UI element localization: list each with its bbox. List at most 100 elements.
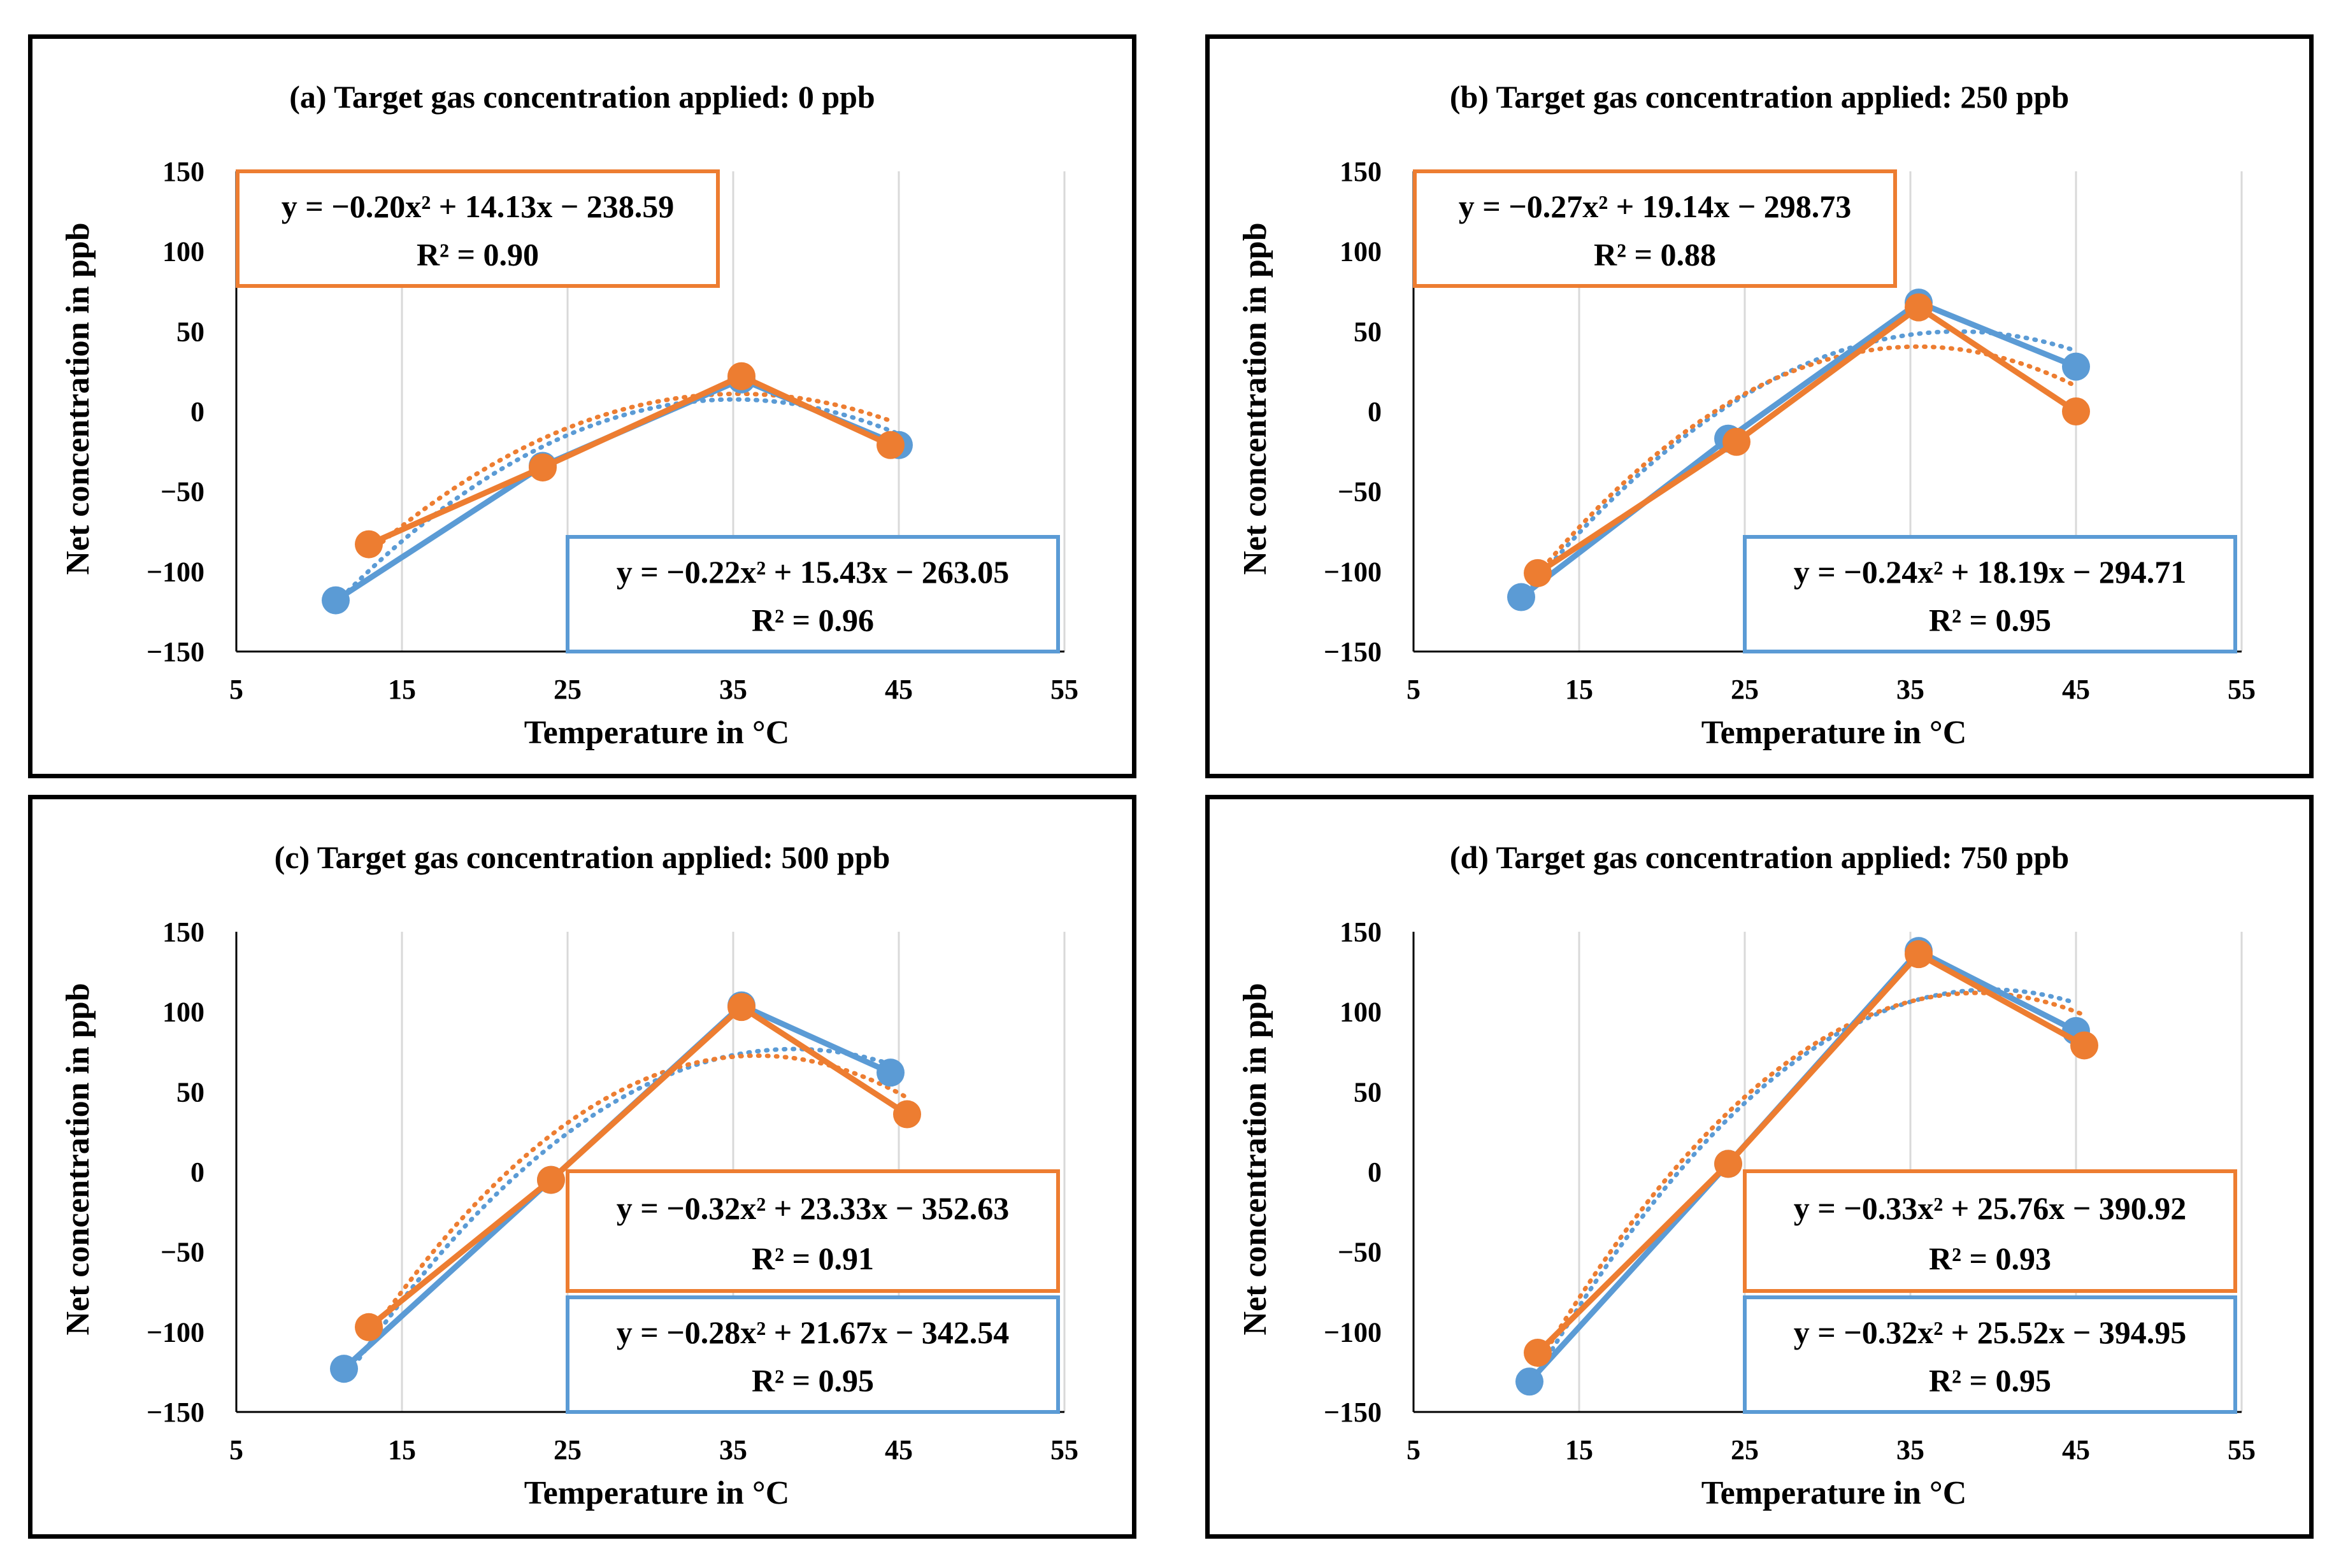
chart-svg: (b) Target gas concentration applied: 25… [1237, 79, 2256, 751]
y-tick-label: 50 [1354, 1076, 1382, 1108]
y-tick-label: 150 [162, 916, 204, 948]
chart-svg: (d) Target gas concentration applied: 75… [1237, 839, 2256, 1511]
y-tick-label: 50 [1354, 316, 1382, 347]
equation-text: y = −0.20x² + 14.13x − 238.59 [282, 189, 674, 224]
x-tick-label: 25 [554, 674, 582, 705]
x-tick-label: 5 [1407, 1434, 1421, 1465]
series-line-orange [368, 373, 892, 547]
y-tick-label: −100 [147, 556, 204, 587]
r-squared-text: R² = 0.95 [752, 1363, 874, 1399]
y-tick-label: −50 [1338, 1237, 1382, 1268]
data-point-orange [1722, 427, 1750, 456]
data-point-orange [877, 431, 905, 459]
equation-box-blue: y = −0.24x² + 18.19x − 294.71 R² = 0.95 [1743, 535, 2237, 653]
x-tick-label: 45 [885, 674, 913, 705]
data-point-blue [877, 1058, 905, 1087]
y-tick-label: 100 [1340, 997, 1382, 1028]
x-tick-label: 45 [2062, 674, 2090, 705]
y-axis-label: Net concentration in ppb [1237, 222, 1273, 574]
chart-panel-d: (d) Target gas concentration applied: 75… [1205, 795, 2314, 1539]
data-point-blue [322, 586, 350, 615]
x-tick-label: 45 [885, 1434, 913, 1465]
equation-text: y = −0.22x² + 15.43x − 263.05 [617, 554, 1009, 590]
x-tick-label: 15 [388, 674, 416, 705]
x-tick-label: 35 [719, 674, 747, 705]
y-tick-label: 0 [1368, 1157, 1382, 1188]
equation-text: y = −0.24x² + 18.19x − 294.71 [1794, 554, 2186, 590]
trendline-orange [366, 391, 893, 556]
x-tick-label: 5 [1407, 674, 1421, 705]
equation-text: y = −0.32x² + 23.33x − 352.63 [617, 1190, 1009, 1226]
chart-title: (a) Target gas concentration applied: 0 … [289, 79, 875, 115]
y-axis-label: Net concentration in ppb [60, 222, 96, 574]
y-tick-label: −100 [1324, 1316, 1382, 1348]
data-point-orange [727, 362, 755, 390]
trendline-blue [1527, 987, 2079, 1390]
data-point-orange [727, 993, 755, 1022]
y-tick-label: −100 [147, 1316, 204, 1348]
equation-box-blue: y = −0.22x² + 15.43x − 263.05 R² = 0.96 [566, 535, 1060, 653]
equation-text: y = −0.32x² + 25.52x − 394.95 [1794, 1315, 2186, 1350]
data-point-orange [893, 1100, 921, 1129]
x-tick-label: 15 [388, 1434, 416, 1465]
data-point-blue [330, 1355, 358, 1383]
y-tick-label: 100 [162, 997, 204, 1028]
equation-box-orange: y = −0.32x² + 23.33x − 352.63 R² = 0.91 [566, 1169, 1060, 1293]
equation-text: y = −0.28x² + 21.67x − 342.54 [617, 1315, 1009, 1350]
y-tick-label: 50 [176, 1076, 204, 1108]
x-tick-label: 45 [2062, 1434, 2090, 1465]
y-axis-label: Net concentration in ppb [60, 983, 96, 1335]
x-axis-label: Temperature in °C [524, 1475, 790, 1511]
data-point-blue [1507, 583, 1535, 611]
x-tick-label: 25 [1731, 1434, 1759, 1465]
chart-svg: (c) Target gas concentration applied: 50… [60, 839, 1078, 1511]
r-squared-text: R² = 0.93 [1929, 1241, 2051, 1276]
x-tick-label: 25 [1731, 674, 1759, 705]
x-tick-label: 55 [2228, 1434, 2256, 1465]
x-tick-label: 5 [229, 674, 243, 705]
chart-title: (b) Target gas concentration applied: 25… [1450, 79, 2069, 115]
y-tick-label: 150 [162, 156, 204, 187]
trendline-blue [341, 1046, 893, 1383]
equation-box-blue: y = −0.28x² + 21.67x − 342.54 R² = 0.95 [566, 1295, 1060, 1414]
x-axis-label: Temperature in °C [1701, 715, 1967, 751]
data-point-orange [1524, 559, 1552, 587]
y-tick-label: 50 [176, 316, 204, 347]
chart-panel-c: (c) Target gas concentration applied: 50… [28, 795, 1136, 1539]
data-point-orange [1905, 940, 1933, 969]
x-tick-label: 35 [719, 1434, 747, 1465]
data-point-orange [1524, 1339, 1552, 1367]
x-tick-label: 35 [1896, 1434, 1924, 1465]
r-squared-text: R² = 0.88 [1594, 237, 1716, 273]
x-axis-label: Temperature in °C [1701, 1475, 1967, 1511]
series-line-orange [1535, 951, 2086, 1355]
y-tick-label: −150 [1324, 636, 1382, 667]
y-tick-label: 100 [162, 236, 204, 267]
x-tick-label: 35 [1896, 674, 1924, 705]
equation-box-orange: y = −0.20x² + 14.13x − 238.59 R² = 0.90 [236, 169, 720, 288]
equation-text: y = −0.33x² + 25.76x − 390.92 [1794, 1190, 2186, 1226]
chart-svg: (a) Target gas concentration applied: 0 … [60, 79, 1078, 751]
y-tick-label: 0 [190, 396, 204, 427]
data-point-orange [355, 1313, 383, 1341]
equation-box-blue: y = −0.32x² + 25.52x − 394.95 R² = 0.95 [1743, 1295, 2237, 1414]
r-squared-text: R² = 0.95 [1929, 602, 2051, 638]
x-tick-label: 55 [1050, 674, 1078, 705]
equation-box-orange: y = −0.27x² + 19.14x − 298.73 R² = 0.88 [1413, 169, 1897, 288]
data-point-orange [529, 453, 557, 481]
x-tick-label: 5 [229, 1434, 243, 1465]
y-tick-label: −150 [147, 1397, 204, 1428]
equation-text: y = −0.27x² + 19.14x − 298.73 [1459, 189, 1851, 224]
r-squared-text: R² = 0.96 [752, 602, 874, 638]
y-tick-label: 0 [1368, 396, 1382, 427]
series-line-orange [367, 1004, 909, 1330]
y-tick-label: 100 [1340, 236, 1382, 267]
r-squared-text: R² = 0.95 [1929, 1363, 2051, 1399]
data-point-orange [1714, 1150, 1742, 1178]
y-tick-label: −50 [161, 476, 204, 508]
r-squared-text: R² = 0.90 [417, 237, 539, 273]
trendline-blue [1519, 329, 2079, 602]
x-tick-label: 15 [1565, 674, 1593, 705]
x-tick-label: 15 [1565, 1434, 1593, 1465]
data-point-blue [1515, 1367, 1543, 1396]
